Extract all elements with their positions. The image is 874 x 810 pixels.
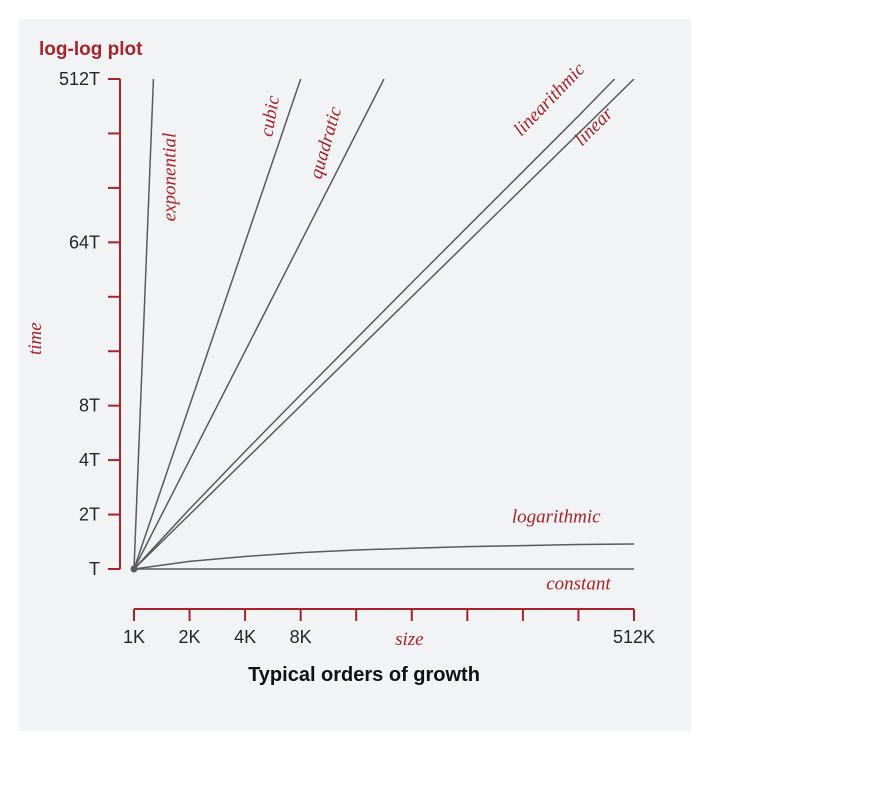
curve-linear [134, 79, 634, 569]
chart-caption: Typical orders of growth [248, 664, 480, 686]
x-tick-label: 512K [613, 627, 655, 647]
x-tick-label: 8K [290, 627, 312, 647]
curve-logarithmic [134, 544, 634, 569]
y-tick-label: 2T [79, 505, 100, 525]
y-tick-label: T [89, 559, 100, 579]
label-logarithmic: logarithmic [512, 507, 601, 528]
x-tick-label: 1K [123, 627, 145, 647]
label-exponential: exponential [160, 133, 181, 222]
x-tick-label: 2K [179, 627, 201, 647]
label-cubic: cubic [256, 94, 284, 139]
x-axis-title: size [395, 629, 424, 650]
growth-chart-svg: log-log plot T 2T 4T 8T 64T 512T time 1K 2K 4K 8K 51… [19, 19, 691, 731]
x-tick-label: 4K [234, 627, 256, 647]
curve-exponential [134, 79, 153, 569]
curve-linearithmic [134, 79, 615, 569]
curves-group [134, 79, 634, 569]
label-quadratic: quadratic [306, 104, 347, 181]
y-tick-label: 512T [59, 69, 100, 89]
chart-panel: log-log plot T 2T 4T 8T 64T 512T time 1K 2K 4K 8K 51… [19, 19, 691, 731]
y-tick-label: 64T [69, 232, 100, 252]
y-tick-label: 8T [79, 396, 100, 416]
y-tick-label: 4T [79, 450, 100, 470]
label-linear: linear [571, 103, 618, 150]
plot-title: log-log plot [39, 39, 143, 60]
label-constant: constant [546, 574, 611, 595]
y-axis-title: time [25, 322, 46, 355]
